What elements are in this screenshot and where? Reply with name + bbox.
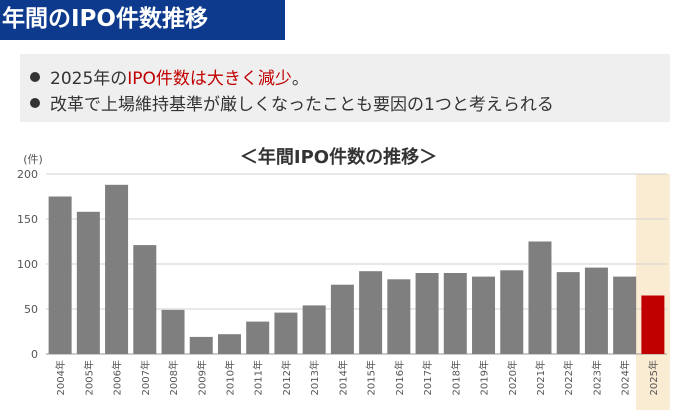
y-tick-label: 100 (17, 258, 38, 271)
bar-2011年 (246, 321, 270, 354)
y-tick-label: 50 (24, 303, 38, 316)
bar-2004年 (48, 196, 72, 354)
bar-2005年 (76, 211, 100, 354)
bullet-highlight: IPO件数は大きく減少 (127, 69, 292, 89)
bullet-icon (30, 98, 40, 108)
bar-2013年 (302, 305, 326, 354)
highlight-band (635, 174, 670, 410)
page-title: 年間のIPO件数推移 (0, 0, 285, 40)
x-tick-label: 2016年 (393, 360, 406, 395)
y-tick-label: 150 (17, 213, 38, 226)
x-tick-label: 2023年 (590, 360, 603, 395)
x-tick-label: 2013年 (308, 360, 321, 395)
y-tick-label: 0 (31, 348, 38, 361)
x-tick-label: 2020年 (506, 360, 519, 395)
bar-2010年 (217, 334, 241, 354)
bar-2006年 (105, 184, 129, 354)
bullet-text: 2025年の (50, 69, 128, 89)
bullet-text: 改革で上場維持基準が厳しくなったことも要因の1つと考えられる (50, 95, 554, 115)
summary-box (20, 54, 670, 122)
bar-2015年 (359, 271, 383, 354)
x-tick-label: 2025年 (647, 360, 660, 395)
x-tick-label: 2006年 (111, 360, 124, 395)
x-tick-label: 2007年 (139, 360, 152, 395)
bar-2024年 (613, 276, 637, 354)
bar-2022年 (556, 272, 580, 354)
x-tick-label: 2004年 (54, 360, 67, 395)
bar-2020年 (500, 270, 524, 354)
y-axis-label: (件) (23, 153, 43, 166)
bar-2008年 (161, 309, 185, 354)
bullet-2: 改革で上場維持基準が厳しくなったことも要因の1つと考えられる (30, 90, 554, 115)
x-tick-label: 2010年 (223, 360, 236, 395)
x-tick-label: 2018年 (449, 360, 462, 395)
x-tick-label: 2024年 (619, 360, 632, 395)
bar-2021年 (528, 241, 552, 354)
bar-2019年 (472, 276, 496, 354)
x-tick-label: 2005年 (82, 360, 95, 395)
x-tick-label: 2022年 (562, 360, 575, 395)
bar-2009年 (189, 336, 213, 354)
x-tick-label: 2012年 (280, 360, 293, 395)
bar-2025年 (641, 295, 665, 354)
bar-2016年 (387, 279, 411, 354)
bullet-icon (30, 72, 40, 82)
bar-2023年 (584, 267, 608, 354)
x-tick-label: 2017年 (421, 360, 434, 395)
bar-2017年 (415, 273, 439, 354)
y-tick-label: 200 (17, 168, 38, 181)
chart-title: ＜年間IPO件数の推移＞ (239, 147, 438, 168)
x-tick-label: 2015年 (365, 360, 378, 395)
x-tick-label: 2009年 (195, 360, 208, 395)
bar-2007年 (133, 245, 157, 354)
bullet-text: 。 (291, 69, 309, 89)
x-tick-label: 2019年 (478, 360, 491, 395)
bullet-1: 2025年のIPO件数は大きく減少。 (30, 64, 309, 89)
bar-2018年 (443, 273, 467, 354)
bar-2012年 (274, 312, 298, 354)
x-tick-label: 2014年 (336, 360, 349, 395)
x-tick-label: 2011年 (252, 360, 265, 395)
x-tick-label: 2008年 (167, 360, 180, 395)
x-tick-label: 2021年 (534, 360, 547, 395)
bar-2014年 (330, 284, 354, 354)
